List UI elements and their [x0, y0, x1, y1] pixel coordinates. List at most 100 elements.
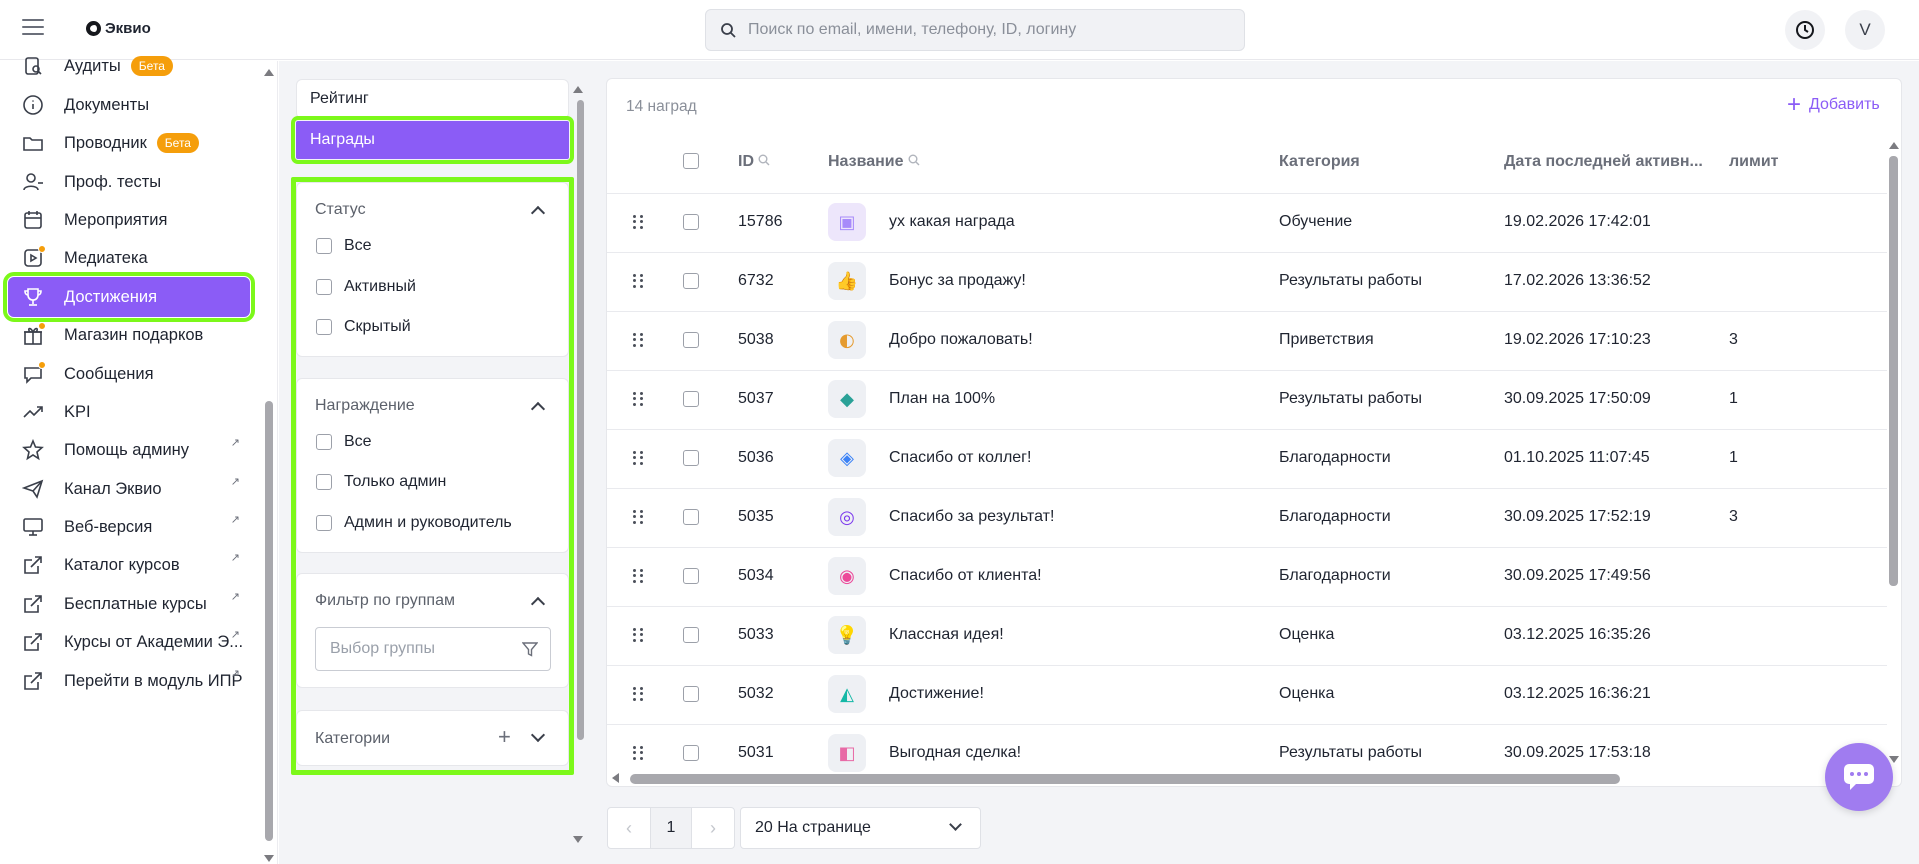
filters-scroll-down-icon[interactable] [573, 836, 583, 843]
sidebar-item-6[interactable]: Медиатека [8, 238, 250, 278]
row-checkbox[interactable] [683, 568, 699, 584]
column-header-name[interactable]: Название [828, 153, 920, 171]
select-all-checkbox[interactable] [683, 153, 699, 169]
row-checkbox[interactable] [683, 214, 699, 230]
reward-name[interactable]: План на 100% [889, 390, 996, 407]
reward-option-all[interactable]: Все [316, 433, 372, 451]
sidebar-item-5[interactable]: Мероприятия [8, 200, 250, 240]
table-row[interactable] [607, 547, 1887, 606]
sidebar-item-9[interactable]: Сообщения [8, 354, 250, 394]
table-row[interactable] [607, 429, 1887, 488]
table-row[interactable] [607, 311, 1887, 370]
search-input[interactable] [748, 21, 1218, 39]
drag-handle-icon[interactable] [633, 628, 643, 642]
table-scroll-up-icon[interactable] [1889, 142, 1899, 149]
search-bar[interactable] [705, 9, 1245, 51]
reward-option-admin-only[interactable]: Только админ [316, 473, 446, 491]
logo[interactable]: Эквио [86, 20, 151, 37]
tab-rating[interactable]: Рейтинг [310, 90, 369, 107]
history-button[interactable] [1785, 10, 1825, 50]
row-checkbox[interactable] [683, 450, 699, 466]
drag-handle-icon[interactable] [633, 274, 643, 288]
checkbox[interactable] [316, 238, 332, 254]
search-icon[interactable] [908, 154, 920, 166]
chat-button[interactable] [1825, 743, 1893, 811]
drag-handle-icon[interactable] [633, 215, 643, 229]
sidebar-item-3[interactable]: Проводник Бета [8, 123, 250, 163]
add-category-icon[interactable]: + [498, 724, 511, 749]
row-checkbox[interactable] [683, 273, 699, 289]
row-checkbox[interactable] [683, 745, 699, 761]
row-checkbox[interactable] [683, 627, 699, 643]
drag-handle-icon[interactable] [633, 510, 643, 524]
per-page-select[interactable]: 20 На странице [740, 807, 981, 849]
sidebar-item-7[interactable]: Достижения [3, 272, 255, 322]
add-button[interactable]: + Добавить [1787, 93, 1880, 117]
checkbox[interactable] [316, 515, 332, 531]
column-header-id[interactable]: ID [738, 153, 770, 171]
status-option-all[interactable]: Все [316, 237, 372, 255]
sidebar-item-8[interactable]: Магазин подарков [8, 315, 250, 355]
sidebar-scroll-up-icon[interactable] [264, 69, 274, 76]
column-header-last-activity[interactable]: Дата последней активн... [1504, 153, 1703, 170]
drag-handle-icon[interactable] [633, 333, 643, 347]
sidebar-item-11[interactable]: Помощь админу ↗ [8, 430, 250, 470]
drag-handle-icon[interactable] [633, 451, 643, 465]
table-row[interactable] [607, 252, 1887, 311]
table-scroll-down-icon[interactable] [1889, 756, 1899, 763]
reward-name[interactable]: Бонус за продажу! [889, 272, 1026, 289]
sidebar-item-12[interactable]: Канал Эквио ↗ [8, 469, 250, 509]
drag-handle-icon[interactable] [633, 392, 643, 406]
prev-page-button[interactable]: ‹ [626, 817, 632, 838]
sidebar-item-16[interactable]: Курсы от Академии Э... ↗ [8, 622, 250, 662]
reward-name[interactable]: Достижение! [889, 685, 984, 702]
tab-rewards[interactable]: Награды [291, 116, 574, 164]
reward-name[interactable]: Классная идея! [889, 626, 1004, 643]
sidebar-item-13[interactable]: Веб-версия ↗ [8, 507, 250, 547]
avatar[interactable]: V [1845, 10, 1885, 50]
checkbox[interactable] [316, 279, 332, 295]
reward-name[interactable]: Спасибо от коллег! [889, 449, 1032, 466]
column-header-limit[interactable]: лимит [1729, 153, 1779, 170]
table-row[interactable] [607, 370, 1887, 429]
table-row[interactable] [607, 665, 1887, 724]
sidebar-item-10[interactable]: KPI [8, 392, 250, 432]
table-row[interactable] [607, 193, 1887, 252]
table-row[interactable] [607, 488, 1887, 547]
search-icon[interactable] [758, 154, 770, 166]
reward-name[interactable]: Спасибо от клиента! [889, 567, 1042, 584]
table-vertical-scrollbar[interactable] [1889, 156, 1898, 586]
table-horizontal-scrollbar[interactable] [630, 774, 1620, 784]
sidebar-item-17[interactable]: Перейти в модуль ИПР ↗ [8, 661, 250, 701]
filters-scrollbar[interactable] [577, 100, 584, 740]
checkbox[interactable] [316, 474, 332, 490]
reward-name[interactable]: ух какая награда [889, 213, 1015, 230]
column-header-category[interactable]: Категория [1279, 153, 1360, 170]
reward-name[interactable]: Спасибо за результат! [889, 508, 1055, 525]
table-scroll-left-icon[interactable] [612, 773, 619, 783]
next-page-button[interactable]: › [710, 817, 716, 838]
row-checkbox[interactable] [683, 509, 699, 525]
reward-option-admin-manager[interactable]: Админ и руководитель [316, 514, 512, 532]
reward-name[interactable]: Добро пожаловать! [889, 331, 1033, 348]
status-option-active[interactable]: Активный [316, 278, 416, 296]
drag-handle-icon[interactable] [633, 687, 643, 701]
sidebar-item-4[interactable]: Проф. тесты [8, 162, 250, 202]
checkbox[interactable] [316, 434, 332, 450]
row-checkbox[interactable] [683, 332, 699, 348]
sidebar-item-2[interactable]: Документы [8, 85, 250, 125]
reward-name[interactable]: Выгодная сделка! [889, 744, 1022, 761]
table-row[interactable] [607, 724, 1887, 783]
menu-icon[interactable] [22, 19, 44, 37]
group-select-field[interactable]: Выбор группы [315, 627, 551, 671]
row-checkbox[interactable] [683, 686, 699, 702]
sidebar-item-14[interactable]: Каталог курсов ↗ [8, 545, 250, 585]
table-row[interactable] [607, 606, 1887, 665]
sidebar-scroll-down-icon[interactable] [264, 855, 274, 862]
checkbox[interactable] [316, 319, 332, 335]
sidebar-item-15[interactable]: Бесплатные курсы ↗ [8, 584, 250, 624]
filters-scroll-up-icon[interactable] [573, 86, 583, 93]
status-option-hidden[interactable]: Скрытый [316, 318, 411, 336]
sidebar-item-1[interactable]: Аудиты Бета [8, 46, 250, 86]
drag-handle-icon[interactable] [633, 746, 643, 760]
